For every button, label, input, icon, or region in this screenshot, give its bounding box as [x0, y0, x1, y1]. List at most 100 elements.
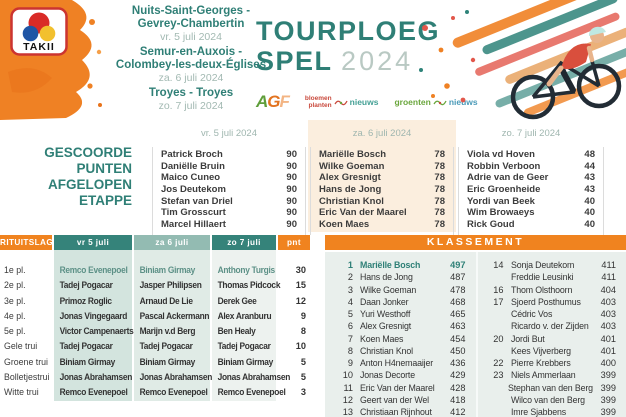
standing-rank — [490, 394, 504, 406]
result-label: 4e pl. — [0, 309, 52, 324]
player-name: Yordi van Beek — [467, 195, 535, 207]
col-header-points: pnt — [278, 235, 310, 250]
player-points: 78 — [434, 149, 445, 161]
rider-name-text: Jonas Abrahamsen — [139, 372, 213, 383]
standing-rank: 1 — [347, 260, 353, 270]
result-column-friday: Remco Evenepoel Tadej Pogacar Primoz Rogli… — [54, 250, 134, 401]
standings-row: Freddie Leusinki 411 — [490, 271, 617, 283]
rider-name: Biniam Girmay — [134, 355, 205, 370]
rider-name-text: Tadej Pogacar — [59, 341, 113, 352]
result-points-text: 9 — [300, 310, 306, 321]
result-points-text: 5 — [300, 372, 306, 383]
result-points: 9 — [278, 309, 310, 324]
rider-name: Biniam Girmay — [212, 355, 274, 370]
result-points-column: 30 15 12 9 8 10 5 5 3 — [278, 250, 310, 401]
standing-rank: 16 — [493, 284, 504, 295]
standings-row: Ricardo v. der Zijden 403 — [490, 320, 617, 332]
stage-date: vr. 5 juli 2024 — [160, 31, 222, 43]
standings-row: 13 Christiaan Rijnhout 412 — [339, 406, 466, 417]
standings-row: 17 Sjoerd Posthumus 403 — [490, 296, 616, 308]
cyclist-illustration — [411, 0, 626, 120]
standings-row: 5 Yuri Westhoff 465 — [339, 308, 466, 320]
player-name: Patrick Broch — [161, 149, 223, 161]
player-points: 48 — [584, 149, 595, 161]
standing-player-name: Eric Van der Maarel — [360, 382, 435, 393]
score-row: Eric Groenheide 43 — [467, 184, 595, 196]
score-row: Viola vd Hoven 48 — [467, 149, 595, 161]
column-header: za. 6 juli 2024 — [352, 128, 412, 139]
player-points: 90 — [286, 160, 297, 172]
standings-row: Imre Sjabbens 399 — [490, 406, 617, 417]
scored-column-sunday: zo. 7 juli 2024 Viola vd Hoven 48 Robbin V… — [456, 122, 606, 236]
rider-name-text: Remco Evenepoel — [59, 265, 128, 275]
player-name: Hans de Jong — [319, 184, 382, 196]
rider-name: Tadej Pogacar — [54, 339, 127, 354]
standing-player-name: Niels Ammerlaan — [510, 370, 576, 381]
standing-points: 454 — [450, 333, 466, 344]
rider-name: Jonas Abrahamsen — [54, 370, 133, 385]
standing-player-name: Anton H4nemaaijer — [360, 358, 434, 368]
standing-points: 497 — [450, 260, 466, 270]
rider-name: Victor Campenaerts — [54, 324, 134, 339]
standing-points: 478 — [450, 284, 466, 295]
title-line2: SPEL 2024 — [256, 46, 414, 76]
rider-name-text: Primoz Roglic — [59, 295, 112, 306]
standings-row: 4 Daan Jonker 468 — [339, 296, 466, 308]
rider-name-text: Biniam Girmay — [139, 356, 196, 367]
standing-player-name: Hans de Jong — [360, 272, 413, 283]
rider-name: Remco Evenepoel — [134, 385, 208, 400]
standing-player-name: Jonas Decorte — [360, 370, 416, 381]
page-title: TOURPLOEG SPEL 2024 — [256, 16, 440, 76]
rider-name: Marijn v.d Berg — [134, 324, 205, 339]
rider-name: Remco Evenepoel — [54, 385, 128, 400]
standing-player-name: Freddie Leusinki — [510, 272, 574, 283]
rider-name-text: Jonas Abrahamsen — [59, 372, 133, 383]
standing-rank — [490, 345, 504, 357]
stage-results-header: RITUITSLAG vr 5 juli za 6 juli zo 7 juli… — [0, 235, 310, 250]
score-row: Stefan van Driel 90 — [161, 195, 297, 207]
player-points: 78 — [434, 184, 445, 196]
standing-player-name: Sjoerd Posthumus — [510, 296, 581, 307]
standing-points: 412 — [450, 407, 466, 417]
standing-points: 450 — [450, 345, 466, 356]
result-points: 12 — [278, 294, 310, 309]
standing-rank — [490, 308, 504, 320]
standing-player-name: Wilco van den Berg — [510, 394, 585, 405]
standings-row: 9 Anton H4nemaaijer 436 — [339, 357, 466, 369]
rituitslag-title: RITUITSLAG — [0, 235, 52, 250]
stage-item: Nuits-Saint-Georges - Gevrey-Chambertin … — [66, 5, 316, 44]
rider-name: Derek Gee — [212, 294, 272, 309]
standing-points: 399 — [600, 394, 616, 405]
standing-points: 399 — [600, 382, 616, 393]
result-label: Witte trui — [0, 385, 52, 400]
saturday-highlight-background — [308, 120, 456, 232]
standings-row: 16 Thom Olsthoorn 404 — [490, 284, 616, 296]
score-row: Daniëlle Bruin 90 — [161, 161, 297, 173]
result-points: 5 — [278, 355, 310, 370]
score-list: Viola vd Hoven 48 Robbin Verboon 44 Adrie va… — [458, 147, 604, 236]
result-points: 5 — [278, 370, 310, 385]
col-header-saturday: za 6 juli — [134, 235, 210, 250]
standing-points: 487 — [450, 272, 466, 283]
player-points: 90 — [286, 218, 297, 230]
result-label: 3e pl. — [0, 294, 52, 309]
player-name: Eric Van der Maarel — [319, 207, 407, 219]
score-row: Robbin Verboon 44 — [467, 161, 595, 173]
standings-row: 6 Alex Gresnigt 463 — [339, 320, 466, 332]
standing-rank: 7 — [347, 333, 353, 344]
standings-title: KLASSEMENT — [325, 235, 626, 250]
player-points: 43 — [584, 184, 595, 196]
standings-row: 10 Jonas Decorte 429 — [339, 369, 466, 381]
result-label: 1e pl. — [0, 263, 52, 278]
standing-points: 400 — [600, 358, 616, 368]
standing-rank: 12 — [342, 394, 353, 405]
standing-player-name: Sonja Deutekom — [510, 260, 574, 270]
player-points: 78 — [434, 218, 445, 230]
player-points: 78 — [434, 172, 445, 184]
agf-logo: AGF — [256, 92, 290, 111]
result-column-sunday: Anthony Turgis Thomas Pidcock Derek Gee Ale… — [212, 250, 290, 401]
standing-points: 399 — [600, 407, 616, 417]
stage-results-body: 1e pl. 2e pl. 3e pl. 4e pl. 5e pl. Gele trui G… — [0, 250, 310, 401]
result-label-text: 3e pl. — [4, 295, 26, 306]
standing-points: 468 — [450, 296, 466, 307]
